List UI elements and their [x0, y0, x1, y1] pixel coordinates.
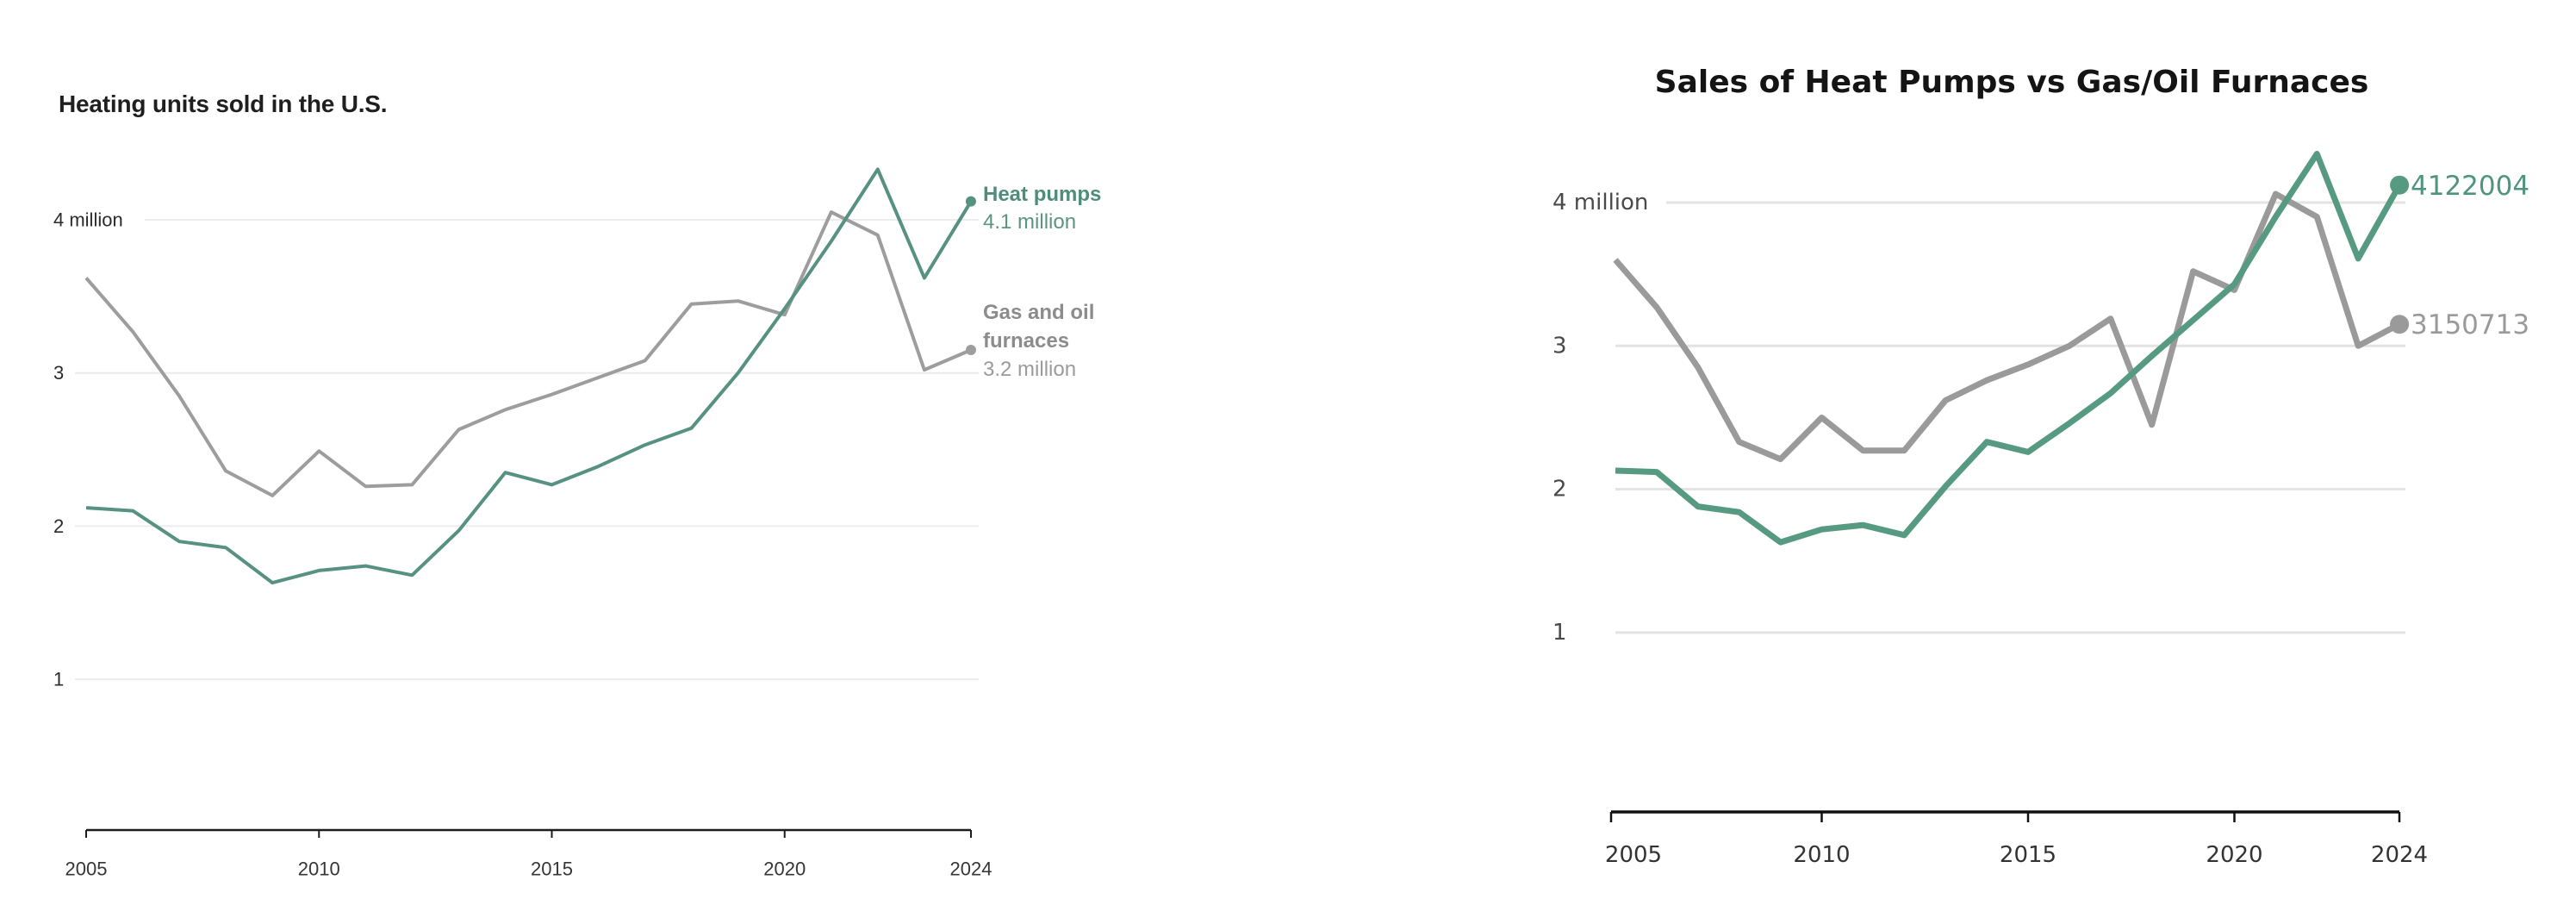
heat-pumps-legend-name: Heat pumps — [983, 183, 1102, 206]
right-chart-title: Sales of Heat Pumps vs Gas/Oil Furnaces — [1654, 65, 2369, 100]
right-y-tick-label-2: 2 — [1552, 477, 1567, 503]
right-x-tick-label-2010: 2010 — [1793, 842, 1850, 868]
right-y-tick-label-4: 4 million — [1552, 190, 1648, 215]
left-x-tick-label-2015: 2015 — [531, 858, 573, 880]
right-y-tick-label-1: 1 — [1552, 620, 1567, 646]
right-x-tick-label-2024: 2024 — [2371, 842, 2428, 868]
right-heat-pumps-end-dot — [2390, 175, 2410, 195]
right-x-tick-label-2005: 2005 — [1605, 842, 1662, 868]
right-heat-pumps-line — [1615, 151, 2403, 546]
left-y-tick-label-2: 2 — [53, 515, 64, 537]
heat-pumps-legend: Heat pumps 4.1 million — [983, 181, 1101, 236]
furnaces-legend-name-line1: Gas and oil — [983, 301, 1095, 324]
left-x-tick-label-2020: 2020 — [763, 858, 806, 880]
left-x-tick-label-2024: 2024 — [950, 858, 992, 880]
heat-pumps-legend-value: 4.1 million — [983, 210, 1077, 234]
furnaces-legend: Gas and oil furnaces 3.2 million — [983, 298, 1094, 384]
right-y-tick-label-3: 3 — [1552, 333, 1567, 359]
left-x-tick-label-2005: 2005 — [65, 858, 108, 880]
furnaces-end-value-label: 3150713 — [2411, 309, 2530, 340]
left-heat-pumps-end-dot — [965, 196, 976, 207]
left-y-tick-label-4: 4 million — [53, 209, 123, 231]
left-y-tick-label-3: 3 — [53, 362, 64, 384]
furnaces-legend-name-line2: furnaces — [983, 329, 1070, 353]
heat-pumps-end-value-label: 4122004 — [2411, 171, 2530, 202]
right-furnaces-line — [1613, 190, 2401, 463]
left-y-tick-label-1: 1 — [53, 669, 64, 690]
left-furnaces-line — [84, 210, 972, 497]
left-heat-pumps-line — [85, 167, 973, 585]
right-x-tick-label-2020: 2020 — [2206, 842, 2262, 868]
right-x-tick-label-2015: 2015 — [2000, 842, 2056, 868]
left-chart-title: Heating units sold in the U.S. — [59, 91, 388, 117]
furnaces-legend-value: 3.2 million — [983, 358, 1077, 381]
right-furnaces-end-dot — [2390, 315, 2410, 334]
left-x-tick-label-2010: 2010 — [298, 858, 340, 880]
left-furnaces-end-dot — [965, 345, 976, 356]
